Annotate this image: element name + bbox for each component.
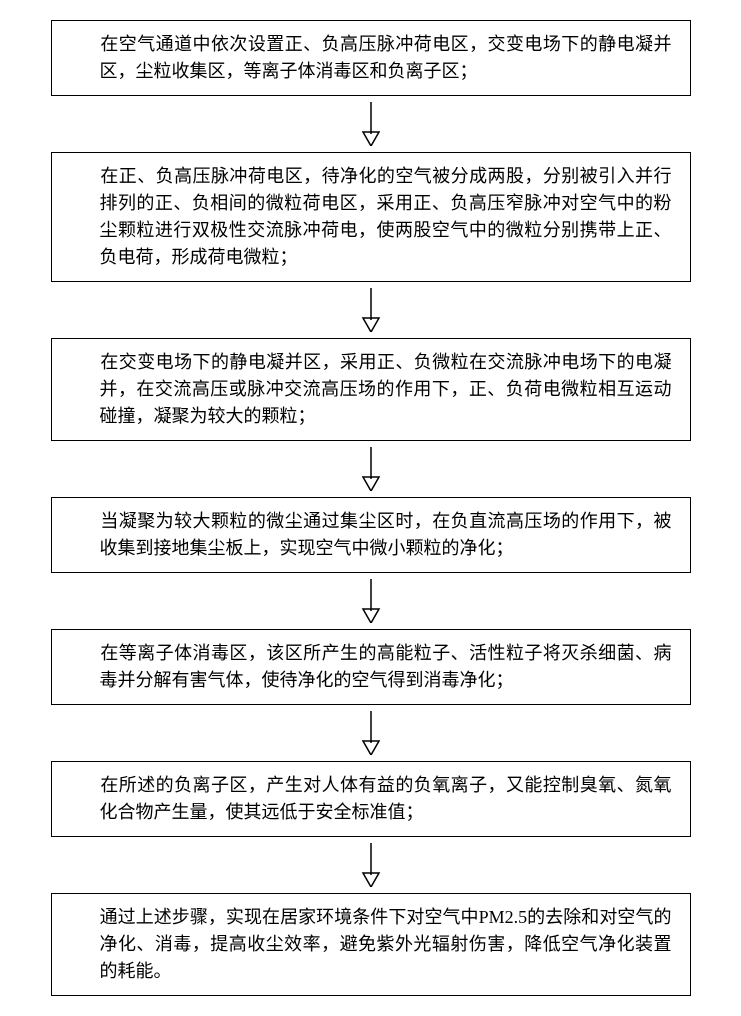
step-box: 在等离子体消毒区，该区所产生的高能粒子、活性粒子将灭杀细菌、病毒并分解有害气体，… [51,629,691,705]
flowchart-container: 在空气通道中依次设置正、负高压脉冲荷电区，交变电场下的静电凝并区，尘粒收集区，等… [30,20,711,996]
step-text: 在正、负高压脉冲荷电区，待净化的空气被分成两股，分别被引入并行排列的正、负相间的… [64,166,672,267]
arrow-icon [359,447,383,491]
step-box: 当凝聚为较大颗粒的微尘通过集尘区时，在负直流高压场的作用下，被收集到接地集尘板上… [51,497,691,573]
step-box: 在交变电场下的静电凝并区，采用正、负微粒在交流脉冲电场下的电凝并，在交流高压或脉… [51,338,691,441]
step-text: 在等离子体消毒区，该区所产生的高能粒子、活性粒子将灭杀细菌、病毒并分解有害气体，… [64,643,672,690]
arrow-icon [359,843,383,887]
step-text: 当凝聚为较大颗粒的微尘通过集尘区时，在负直流高压场的作用下，被收集到接地集尘板上… [64,511,672,558]
step-box: 在所述的负离子区，产生对人体有益的负氧离子，又能控制臭氧、氮氧化合物产生量，使其… [51,761,691,837]
step-box: 通过上述步骤，实现在居家环境条件下对空气中PM2.5的去除和对空气的净化、消毒，… [51,893,691,996]
step-box: 在正、负高压脉冲荷电区，待净化的空气被分成两股，分别被引入并行排列的正、负相间的… [51,152,691,282]
arrow-icon [359,579,383,623]
step-text: 在空气通道中依次设置正、负高压脉冲荷电区，交变电场下的静电凝并区，尘粒收集区，等… [64,34,672,81]
arrow-icon [359,288,383,332]
arrow-icon [359,711,383,755]
step-text: 在所述的负离子区，产生对人体有益的负氧离子，又能控制臭氧、氮氧化合物产生量，使其… [64,775,672,822]
arrow-icon [359,102,383,146]
step-text: 通过上述步骤，实现在居家环境条件下对空气中PM2.5的去除和对空气的净化、消毒，… [64,907,672,981]
step-text: 在交变电场下的静电凝并区，采用正、负微粒在交流脉冲电场下的电凝并，在交流高压或脉… [64,352,672,426]
step-box: 在空气通道中依次设置正、负高压脉冲荷电区，交变电场下的静电凝并区，尘粒收集区，等… [51,20,691,96]
